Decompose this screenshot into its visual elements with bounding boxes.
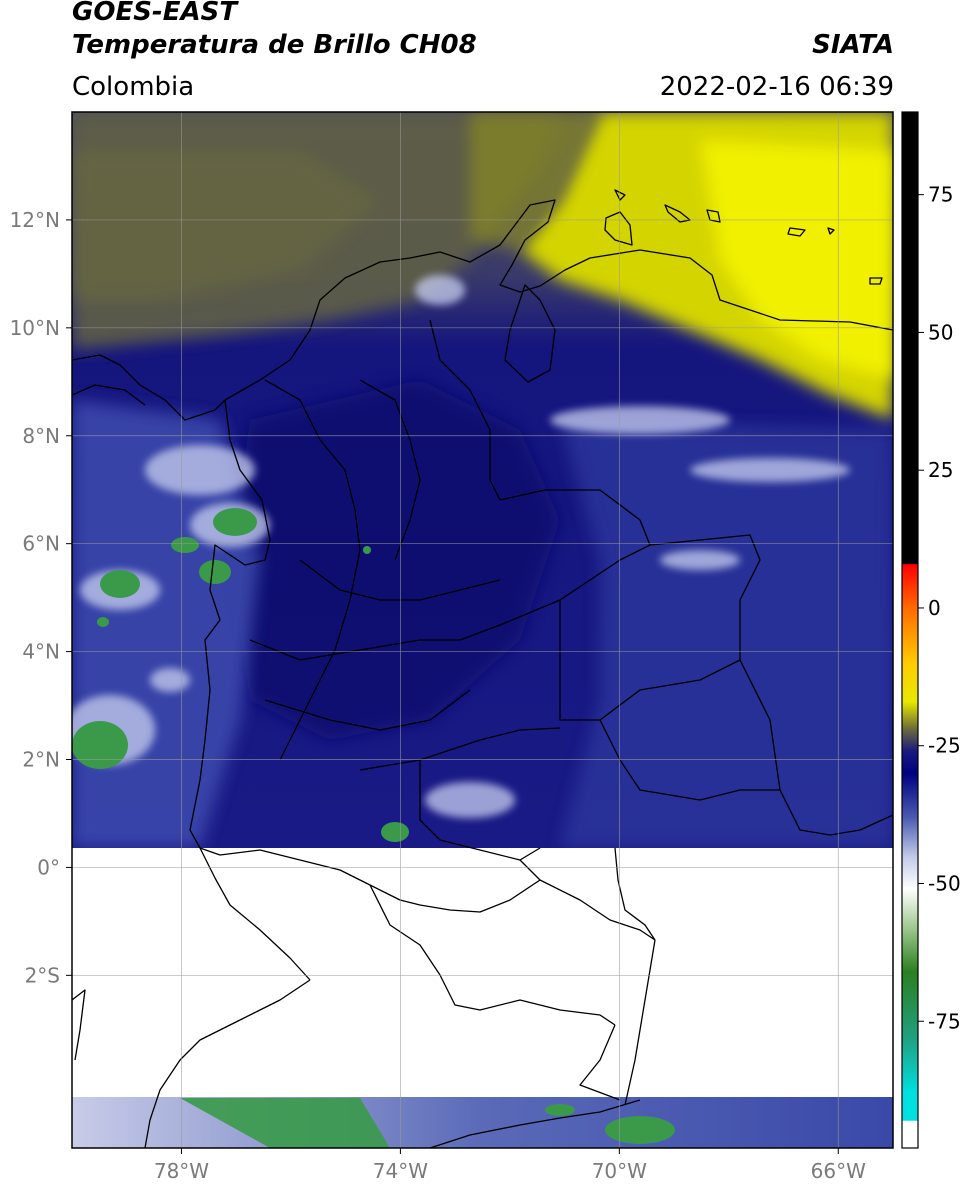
colorbar-tick-label: 50 xyxy=(928,320,953,344)
colorbar-tick-label: 0 xyxy=(928,596,941,620)
cold-cloud-tops xyxy=(72,508,409,842)
lon-tick-label: 78°W xyxy=(154,1159,209,1183)
colorbar-scale xyxy=(901,111,919,1149)
lon-tick-label: 66°W xyxy=(811,1159,866,1183)
latitude-ticks: 12°N 10°N 8°N 6°N 4°N 2°N 0° 2°S xyxy=(10,208,72,987)
data-gap xyxy=(72,848,893,1097)
lat-tick-label: 8°N xyxy=(22,424,60,448)
colorbar-ticks: 75 50 25 0 -25 -50 -75 xyxy=(918,183,961,1033)
gridlines xyxy=(72,112,893,1148)
colorbar-tick-label: 25 xyxy=(928,458,953,482)
lon-tick-label: 74°W xyxy=(373,1159,428,1183)
satellite-imagery xyxy=(72,112,893,1148)
colorbar-tick-label: -50 xyxy=(928,871,961,895)
lat-tick-label: 10°N xyxy=(10,316,60,340)
colorbar-tick-label: 75 xyxy=(928,183,953,207)
brand-label: SIATA xyxy=(812,30,894,60)
lat-tick-label: 4°N xyxy=(22,640,60,664)
lat-tick-label: 2°S xyxy=(25,963,60,987)
colorbar-tick-label: -75 xyxy=(928,1009,961,1033)
region-label: Colombia xyxy=(72,72,195,102)
lat-tick-label: 0° xyxy=(37,855,60,879)
title-satellite: GOES-EAST xyxy=(72,0,238,27)
lat-tick-label: 2°N xyxy=(22,748,60,772)
coastlines-borders xyxy=(72,189,893,1148)
title-product: Temperatura de Brillo CH08 xyxy=(72,30,477,60)
colorbar-tick-label: -25 xyxy=(928,734,961,758)
colorbar: 75 50 25 0 -25 -50 -75 xyxy=(901,111,961,1149)
map-frame xyxy=(71,111,894,1149)
lat-tick-label: 6°N xyxy=(22,532,60,556)
longitude-ticks: 78°W 74°W 70°W 66°W xyxy=(154,1148,866,1183)
lat-tick-label: 12°N xyxy=(10,208,60,232)
timestamp: 2022-02-16 06:39 xyxy=(659,72,894,102)
lon-tick-label: 70°W xyxy=(592,1159,647,1183)
